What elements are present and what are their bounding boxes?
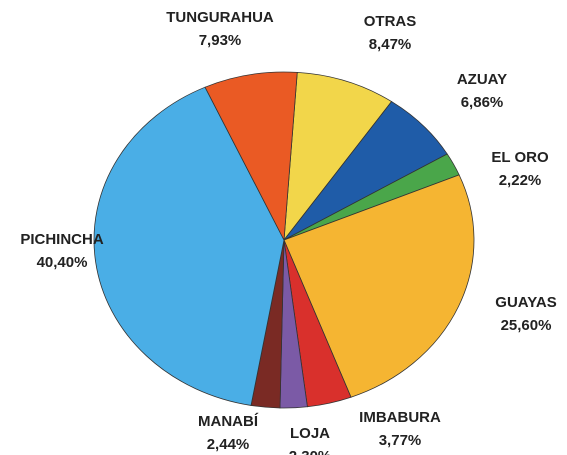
slice-label: OTRAS <box>364 13 417 30</box>
slice-value-label: 2,22% <box>499 172 542 189</box>
slice-value-label: 6,86% <box>461 94 504 111</box>
pie-slice <box>93 86 285 406</box>
slice-label: TUNGURAHUA <box>166 9 274 26</box>
slice-value-label: 40,40% <box>37 254 88 271</box>
pie-slice <box>283 174 475 398</box>
slice-value-label: 7,93% <box>199 32 242 49</box>
pie-slice <box>283 71 393 242</box>
slice-label: IMBABURA <box>359 409 441 426</box>
slice-label: AZUAY <box>457 71 507 88</box>
slice-value-label: 2.30% <box>289 448 332 455</box>
slice-value-label: 25,60% <box>501 317 552 334</box>
pie-slice <box>204 71 298 242</box>
slice-value-label: 2,44% <box>207 436 250 453</box>
slice-label: MANABÍ <box>198 413 259 430</box>
slice-value-label: 8,47% <box>369 36 412 53</box>
slice-label: GUAYAS <box>495 294 556 311</box>
slice-value-label: 3,77% <box>379 432 422 449</box>
slice-label: LOJA <box>290 425 330 442</box>
slice-label: PICHINCHA <box>20 231 104 248</box>
slice-label: EL ORO <box>491 149 549 166</box>
